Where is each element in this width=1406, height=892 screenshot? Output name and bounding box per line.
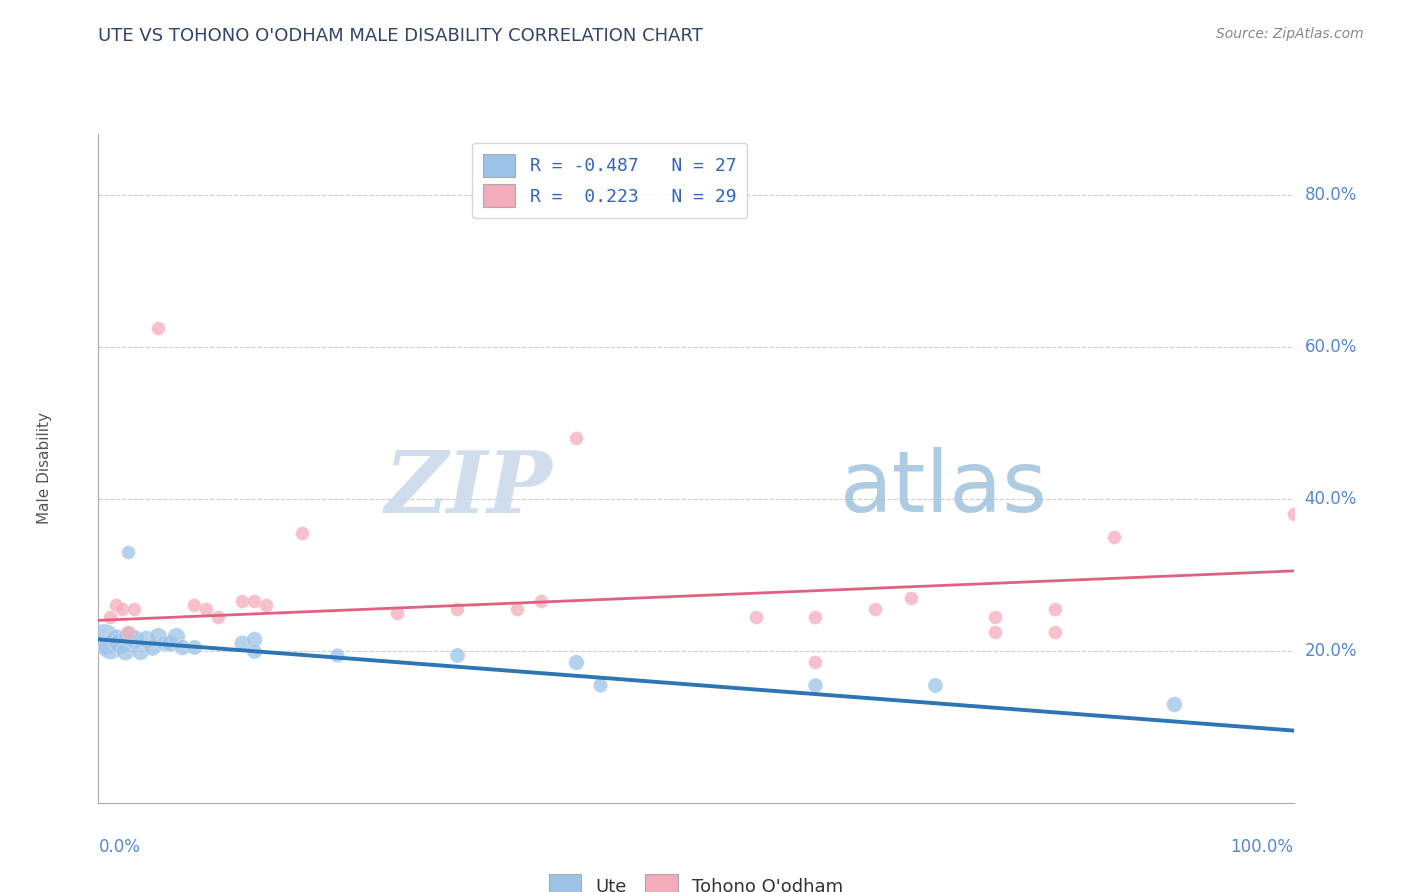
Point bbox=[148, 320, 170, 334]
Point bbox=[117, 628, 139, 642]
Point bbox=[117, 624, 139, 639]
Point bbox=[506, 602, 529, 616]
Point bbox=[183, 598, 205, 612]
Point bbox=[129, 644, 152, 658]
Text: Source: ZipAtlas.com: Source: ZipAtlas.com bbox=[1216, 27, 1364, 41]
Point bbox=[98, 640, 122, 654]
Point bbox=[194, 602, 217, 616]
Point bbox=[290, 525, 312, 540]
Point bbox=[124, 602, 146, 616]
Text: atlas: atlas bbox=[839, 447, 1047, 530]
Point bbox=[1163, 697, 1185, 711]
Point bbox=[117, 545, 139, 559]
Point bbox=[111, 602, 134, 616]
Point bbox=[231, 594, 253, 608]
Point bbox=[153, 636, 176, 650]
Point bbox=[1043, 602, 1066, 616]
Point bbox=[565, 655, 588, 669]
Point bbox=[446, 648, 468, 662]
Legend: Ute, Tohono O'odham: Ute, Tohono O'odham bbox=[540, 865, 852, 892]
Point bbox=[141, 640, 163, 654]
Point bbox=[105, 598, 128, 612]
Point bbox=[529, 594, 551, 608]
Text: 100.0%: 100.0% bbox=[1230, 838, 1294, 855]
Point bbox=[243, 594, 266, 608]
Point bbox=[243, 632, 266, 647]
Point bbox=[108, 636, 131, 650]
Point bbox=[243, 644, 266, 658]
Text: Male Disability: Male Disability bbox=[37, 412, 52, 524]
Point bbox=[804, 655, 827, 669]
Point bbox=[172, 640, 194, 654]
Point bbox=[93, 632, 115, 647]
Point bbox=[565, 431, 588, 445]
Point bbox=[804, 678, 827, 692]
Point bbox=[124, 632, 146, 647]
Point bbox=[804, 609, 827, 624]
Point bbox=[900, 591, 922, 605]
Point bbox=[326, 648, 349, 662]
Point bbox=[1043, 624, 1066, 639]
Point bbox=[159, 636, 181, 650]
Point bbox=[135, 632, 157, 647]
Point bbox=[863, 602, 886, 616]
Text: 20.0%: 20.0% bbox=[1305, 641, 1357, 660]
Point bbox=[98, 609, 122, 624]
Point bbox=[207, 609, 229, 624]
Point bbox=[231, 636, 253, 650]
Text: 40.0%: 40.0% bbox=[1305, 490, 1357, 508]
Point bbox=[114, 644, 136, 658]
Point bbox=[446, 602, 468, 616]
Point bbox=[983, 624, 1005, 639]
Text: 0.0%: 0.0% bbox=[98, 838, 141, 855]
Point bbox=[1102, 530, 1125, 544]
Point bbox=[983, 609, 1005, 624]
Point bbox=[254, 598, 277, 612]
Point bbox=[385, 606, 409, 620]
Point bbox=[1282, 507, 1305, 521]
Text: UTE VS TOHONO O'ODHAM MALE DISABILITY CORRELATION CHART: UTE VS TOHONO O'ODHAM MALE DISABILITY CO… bbox=[98, 27, 703, 45]
Text: ZIP: ZIP bbox=[385, 447, 553, 530]
Point bbox=[745, 609, 768, 624]
Point bbox=[105, 632, 128, 647]
Text: 60.0%: 60.0% bbox=[1305, 338, 1357, 356]
Point bbox=[183, 640, 205, 654]
Point bbox=[165, 628, 187, 642]
Point bbox=[148, 628, 170, 642]
Point bbox=[924, 678, 946, 692]
Point bbox=[589, 678, 612, 692]
Text: 80.0%: 80.0% bbox=[1305, 186, 1357, 203]
